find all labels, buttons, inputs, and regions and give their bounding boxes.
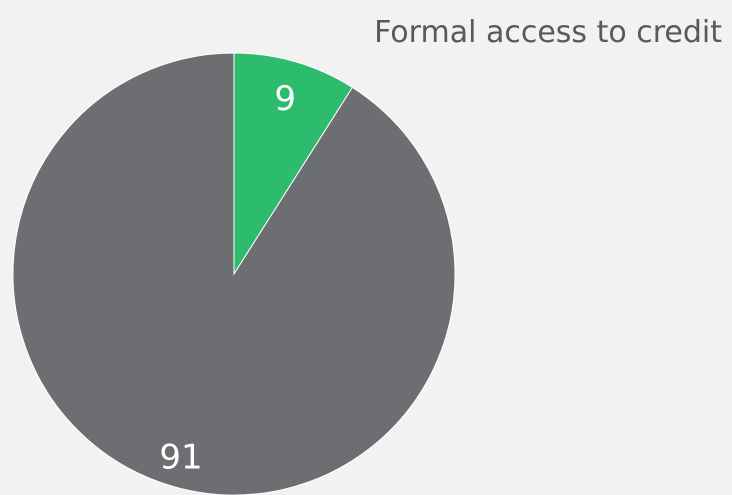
- pie-slice-91: [12, 52, 456, 495]
- pie-slice-labels: 9 91: [159, 79, 296, 478]
- pie-slice-label-91: 91: [159, 438, 202, 478]
- pie-slice-label-9: 9: [274, 79, 296, 119]
- legend-title: Formal access to credit: [374, 15, 722, 50]
- pie-slice-9: [233, 52, 354, 276]
- pie-slices: [12, 52, 456, 495]
